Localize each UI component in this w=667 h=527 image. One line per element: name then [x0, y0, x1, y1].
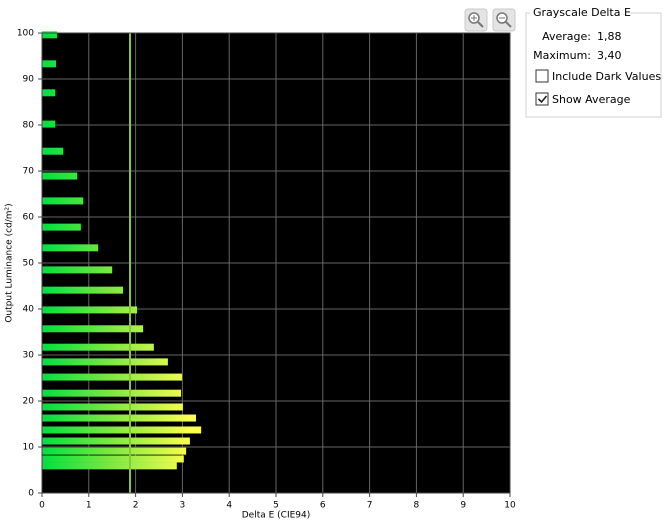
maximum-value: 3,40	[597, 49, 622, 62]
bar	[42, 286, 123, 294]
y-tick-label: 90	[23, 75, 35, 85]
bar	[42, 147, 64, 155]
x-tick-label: 2	[133, 501, 139, 511]
y-tick-label: 60	[23, 213, 35, 223]
y-tick-label: 40	[23, 305, 35, 315]
x-tick-label: 3	[180, 501, 186, 511]
bar	[42, 403, 183, 411]
bar	[42, 373, 182, 381]
maximum-label: Maximum:	[533, 49, 591, 62]
bar	[42, 455, 184, 463]
x-tick-label: 1	[86, 501, 92, 511]
checkbox[interactable]: Show Average	[535, 92, 631, 106]
x-tick-label: 7	[367, 501, 373, 511]
checkbox[interactable]: Include Dark Values	[535, 69, 661, 83]
average-label: Average:	[542, 30, 591, 43]
y-tick-label: 10	[23, 443, 35, 453]
bar	[42, 358, 168, 366]
bar	[42, 437, 190, 445]
bar	[42, 197, 84, 205]
bar	[42, 306, 138, 314]
y-tick-label: 50	[23, 259, 35, 269]
x-tick-label: 5	[273, 501, 279, 511]
bar	[42, 172, 78, 180]
y-tick-label: 70	[23, 167, 35, 177]
checkbox-label: Show Average	[552, 93, 631, 106]
x-tick-label: 4	[226, 501, 232, 511]
y-tick-label: 80	[23, 121, 35, 131]
bar	[42, 325, 144, 333]
checkbox-check	[537, 95, 548, 104]
checkbox-label: Include Dark Values	[552, 70, 661, 83]
bar	[42, 389, 181, 397]
bar	[42, 462, 177, 470]
y-tick-label: 100	[17, 29, 34, 39]
bar	[42, 31, 57, 39]
y-axis-title: Output Luminance (cd/m²)	[5, 203, 15, 322]
zoom-in-button[interactable]	[464, 8, 488, 32]
x-axis-title: Delta E (CIE94)	[242, 511, 311, 521]
bar	[42, 447, 187, 455]
bar	[42, 414, 196, 422]
y-tick-label: 0	[28, 489, 34, 499]
bar	[42, 244, 99, 252]
y-tick-label: 20	[23, 397, 35, 407]
bar	[42, 60, 57, 68]
checkbox-box	[535, 92, 549, 106]
bar	[42, 120, 56, 128]
bar	[42, 343, 154, 351]
average-value: 1,88	[597, 30, 622, 43]
x-tick-label: 8	[414, 501, 420, 511]
bar	[42, 266, 113, 274]
y-tick-label: 30	[23, 351, 35, 361]
bar	[42, 89, 56, 97]
bar	[42, 426, 202, 434]
group-box-gap	[530, 5, 630, 19]
checkbox-box	[535, 69, 549, 83]
plot-border	[41, 32, 511, 494]
panel-title: Grayscale Delta E	[533, 6, 631, 19]
x-tick-label: 6	[320, 501, 326, 511]
x-tick-label: 9	[460, 501, 466, 511]
x-tick-label: 10	[504, 501, 516, 511]
x-tick-label: 0	[39, 501, 45, 511]
bar	[42, 223, 81, 231]
zoom-out-button[interactable]	[492, 8, 516, 32]
